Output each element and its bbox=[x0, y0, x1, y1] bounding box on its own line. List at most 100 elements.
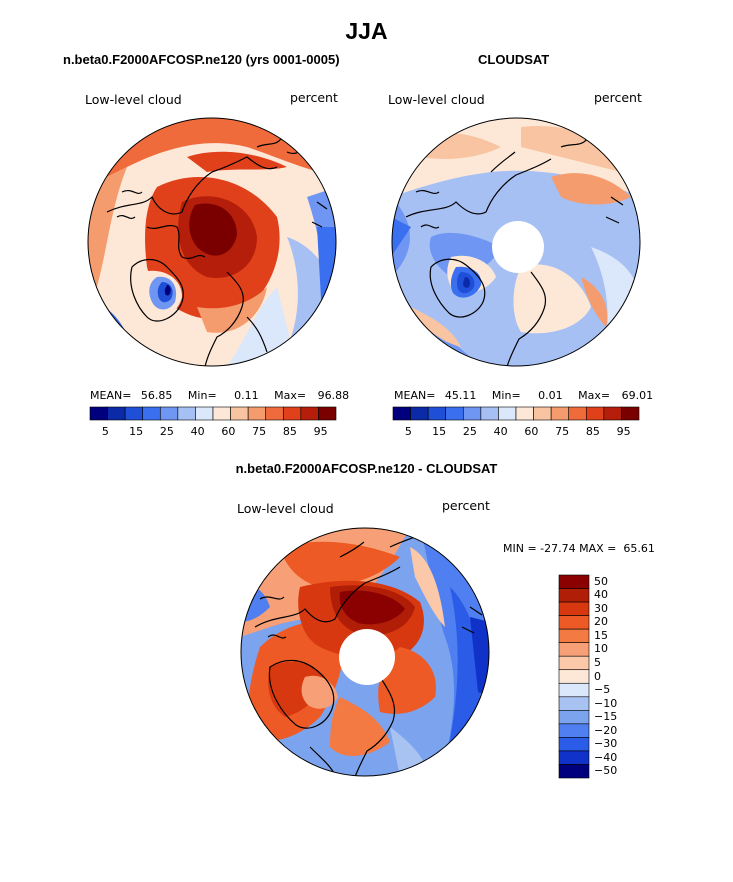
difference-colorbar-tick-label: −5 bbox=[594, 683, 611, 697]
model-colorbar-box bbox=[212, 406, 231, 421]
cloudsat-colorbar-tick-label: 40 bbox=[493, 425, 508, 438]
model-min-value: 0.11 bbox=[234, 389, 259, 402]
difference-colorbar-tick-label: 0 bbox=[594, 669, 601, 683]
difference-colorbar-tick-label: 50 bbox=[594, 574, 608, 588]
model-colorbar bbox=[89, 406, 337, 421]
difference-colorbar-box bbox=[558, 750, 590, 765]
difference-left-label: Low-level cloud bbox=[237, 501, 334, 516]
cloudsat-units-label: percent bbox=[594, 90, 642, 105]
cloudsat-mean-value: 45.11 bbox=[444, 389, 477, 402]
difference-colorbar-box bbox=[558, 682, 590, 698]
model-colorbar-box bbox=[159, 406, 179, 421]
model-colorbar-box bbox=[195, 406, 214, 421]
cloudsat-colorbar-tick-label: 95 bbox=[616, 425, 631, 438]
difference-panel-title: n.beta0.F2000AFCOSP.ne120 - CLOUDSAT bbox=[235, 461, 498, 476]
cloudsat-colorbar-box bbox=[462, 406, 482, 421]
model-colorbar-box bbox=[124, 406, 144, 421]
difference-min-max: MIN = -27.74 MAX = 65.61 bbox=[503, 542, 655, 555]
cloudsat-min-value: 0.01 bbox=[538, 389, 563, 402]
difference-colorbar-box bbox=[558, 696, 590, 711]
difference-colorbar-tick-label: −40 bbox=[594, 750, 618, 764]
cloudsat-mean-label: MEAN= bbox=[394, 389, 436, 402]
cloudsat-colorbar-box bbox=[515, 406, 534, 421]
difference-colorbar-box bbox=[558, 723, 590, 738]
difference-colorbar-box bbox=[558, 642, 590, 657]
difference-colorbar bbox=[558, 574, 590, 779]
model-mean-value: 56.85 bbox=[140, 389, 173, 402]
cloudsat-colorbar-tick-label: 25 bbox=[462, 425, 477, 438]
model-units-label: percent bbox=[290, 90, 338, 105]
model-colorbar-tick-label: 75 bbox=[252, 425, 267, 438]
difference-colorbar-box bbox=[558, 574, 590, 589]
model-colorbar-tick-label: 85 bbox=[282, 425, 297, 438]
difference-colorbar-box bbox=[558, 737, 590, 752]
cloudsat-colorbar-box bbox=[621, 406, 640, 421]
model-colorbar-box bbox=[265, 406, 284, 421]
difference-colorbar-tick-label: 15 bbox=[594, 628, 608, 642]
difference-colorbar-ticks: 50 40 30 20 15 10 5 0 −5 −10 −15 −20 −30 −40 −50 bbox=[594, 575, 634, 778]
model-colorbar-box bbox=[300, 406, 319, 421]
difference-colorbar-tick-label: 20 bbox=[594, 615, 608, 629]
model-max-value: 96.88 bbox=[317, 389, 350, 402]
cloudsat-colorbar-box bbox=[410, 406, 429, 421]
model-panel-title: n.beta0.F2000AFCOSP.ne120 (yrs 0001-0005… bbox=[63, 52, 340, 67]
difference-colorbar-tick-label: −10 bbox=[594, 696, 618, 710]
cloudsat-min-label: Min= bbox=[491, 389, 521, 402]
difference-colorbar-box bbox=[558, 588, 590, 603]
difference-colorbar-box bbox=[558, 764, 590, 779]
difference-colorbar-box bbox=[558, 710, 590, 725]
difference-colorbar-box bbox=[558, 601, 590, 616]
cloudsat-colorbar-box bbox=[585, 406, 605, 421]
model-colorbar-tick-label: 40 bbox=[190, 425, 205, 438]
model-colorbar-box bbox=[177, 406, 196, 421]
cloudsat-max-value: 69.01 bbox=[621, 389, 654, 402]
cloudsat-panel-title: CLOUDSAT bbox=[478, 52, 550, 67]
model-stats: MEAN= 56.85 Min= 0.11 Max= 96.88 bbox=[90, 389, 349, 402]
cloudsat-colorbar-tick-label: 5 bbox=[404, 425, 412, 438]
cloudsat-colorbar bbox=[392, 406, 640, 421]
difference-colorbar-tick-label: −15 bbox=[594, 710, 618, 724]
difference-colorbar-tick-label: 40 bbox=[594, 588, 608, 602]
model-colorbar-tick-label: 95 bbox=[313, 425, 328, 438]
model-colorbar-box bbox=[107, 406, 126, 421]
cloudsat-polar-map bbox=[391, 117, 641, 367]
difference-colorbar-tick-label: 5 bbox=[594, 655, 601, 669]
difference-colorbar-tick-label: −20 bbox=[594, 723, 618, 737]
difference-colorbar-tick-label: 10 bbox=[594, 642, 608, 656]
cloudsat-colorbar-tick-label: 75 bbox=[555, 425, 570, 438]
cloudsat-left-label: Low-level cloud bbox=[388, 92, 485, 107]
cloudsat-colorbar-box bbox=[498, 406, 517, 421]
model-colorbar-box bbox=[247, 406, 267, 421]
cloudsat-colorbar-tick-label: 60 bbox=[524, 425, 539, 438]
cloudsat-colorbar-box bbox=[392, 406, 411, 421]
difference-colorbar-box bbox=[558, 628, 590, 643]
model-colorbar-box bbox=[230, 406, 249, 421]
cloudsat-colorbar-box bbox=[603, 406, 622, 421]
model-colorbar-box bbox=[142, 406, 161, 421]
model-polar-map bbox=[87, 117, 337, 367]
difference-colorbar-box bbox=[558, 615, 590, 630]
cloudsat-colorbar-box bbox=[550, 406, 570, 421]
cloudsat-colorbar-tick-label: 15 bbox=[432, 425, 447, 438]
model-colorbar-box bbox=[318, 406, 337, 421]
cloudsat-colorbar-box bbox=[568, 406, 587, 421]
cloudsat-max-label: Max= bbox=[578, 389, 611, 402]
cloudsat-colorbar-box bbox=[427, 406, 447, 421]
difference-units-label: percent bbox=[442, 498, 490, 513]
difference-colorbar-tick-label: −30 bbox=[594, 737, 618, 751]
cloudsat-colorbar-box bbox=[533, 406, 552, 421]
difference-colorbar-box bbox=[558, 669, 590, 684]
cloudsat-stats: MEAN= 45.11 Min= 0.01 Max= 69.01 bbox=[394, 389, 653, 402]
cloudsat-colorbar-box bbox=[480, 406, 499, 421]
model-colorbar-tick-label: 5 bbox=[101, 425, 109, 438]
model-max-label: Max= bbox=[274, 389, 307, 402]
difference-polar-map bbox=[240, 527, 490, 777]
model-colorbar-box bbox=[89, 406, 108, 421]
model-left-label: Low-level cloud bbox=[85, 92, 182, 107]
model-min-label: Min= bbox=[187, 389, 217, 402]
cloudsat-colorbar-box bbox=[445, 406, 464, 421]
cloudsat-colorbar-ticks: 5 15 25 40 60 75 85 95 bbox=[393, 425, 639, 439]
model-colorbar-ticks: 5 15 25 40 60 75 85 95 bbox=[90, 425, 336, 439]
model-colorbar-tick-label: 60 bbox=[221, 425, 236, 438]
model-mean-label: MEAN= bbox=[90, 389, 132, 402]
